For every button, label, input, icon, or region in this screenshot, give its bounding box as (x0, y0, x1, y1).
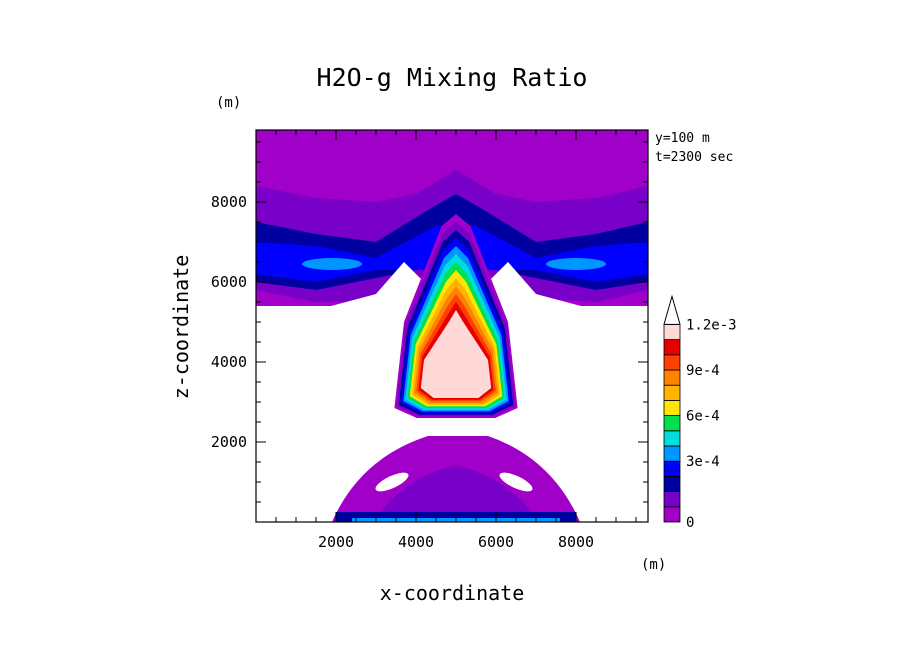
colorbar-swatch (663, 369, 681, 386)
info-y-position: y=100 m (655, 131, 710, 146)
lower-bulge-band (375, 472, 409, 492)
x-tick-label: 2000 (318, 533, 354, 551)
x-axis-label: x-coordinate (380, 581, 525, 605)
colorbar-label: 9e-4 (686, 363, 720, 379)
plot-frame (255, 129, 649, 523)
info-time: t=2300 sec (655, 150, 733, 165)
upper-layer-band (546, 258, 606, 270)
lower-bulge-band (499, 472, 533, 492)
axes: 2000 4000 6000 8000 2000 4000 6000 8000 (211, 130, 648, 551)
x-unit-label: (m) (641, 557, 666, 573)
colorbar-swatch (663, 475, 681, 492)
colorbar-swatch (663, 339, 681, 356)
x-tick-label: 8000 (558, 533, 594, 551)
colorbar-swatch (663, 430, 681, 447)
colorbar-swatch (663, 323, 681, 340)
chart-title: H2O-g Mixing Ratio (317, 63, 588, 92)
y-tick-label: 2000 (211, 433, 247, 451)
y-axis-label: z-coordinate (169, 255, 193, 400)
y-unit-label: (m) (216, 95, 241, 111)
x-tick-label: 4000 (398, 533, 434, 551)
colorbar-swatch (663, 415, 681, 432)
colorbar-swatch (663, 354, 681, 371)
colorbar-label: 3e-4 (686, 454, 720, 470)
y-tick-label: 6000 (211, 273, 247, 291)
contour-field (256, 130, 648, 522)
x-tick-label: 6000 (478, 533, 514, 551)
colorbar-swatch (663, 384, 681, 401)
y-tick-label: 4000 (211, 353, 247, 371)
y-tick-label: 8000 (211, 193, 247, 211)
colorbar-swatch (663, 460, 681, 477)
colorbar-swatch (663, 491, 681, 508)
colorbar-label: 0 (686, 515, 694, 531)
upper-layer-band (302, 258, 362, 270)
colorbar-label: 6e-4 (686, 409, 720, 425)
colorbar: 0 3e-4 6e-4 9e-4 1.2e-3 (663, 294, 737, 531)
plume-band (420, 310, 492, 398)
colorbar-label: 1.2e-3 (686, 317, 737, 333)
colorbar-swatch (663, 506, 681, 523)
lower-bulge-band (372, 466, 540, 522)
colorbar-swatch (663, 399, 681, 416)
colorbar-swatch (663, 445, 681, 462)
colorbar-extend-arrow (663, 294, 681, 325)
